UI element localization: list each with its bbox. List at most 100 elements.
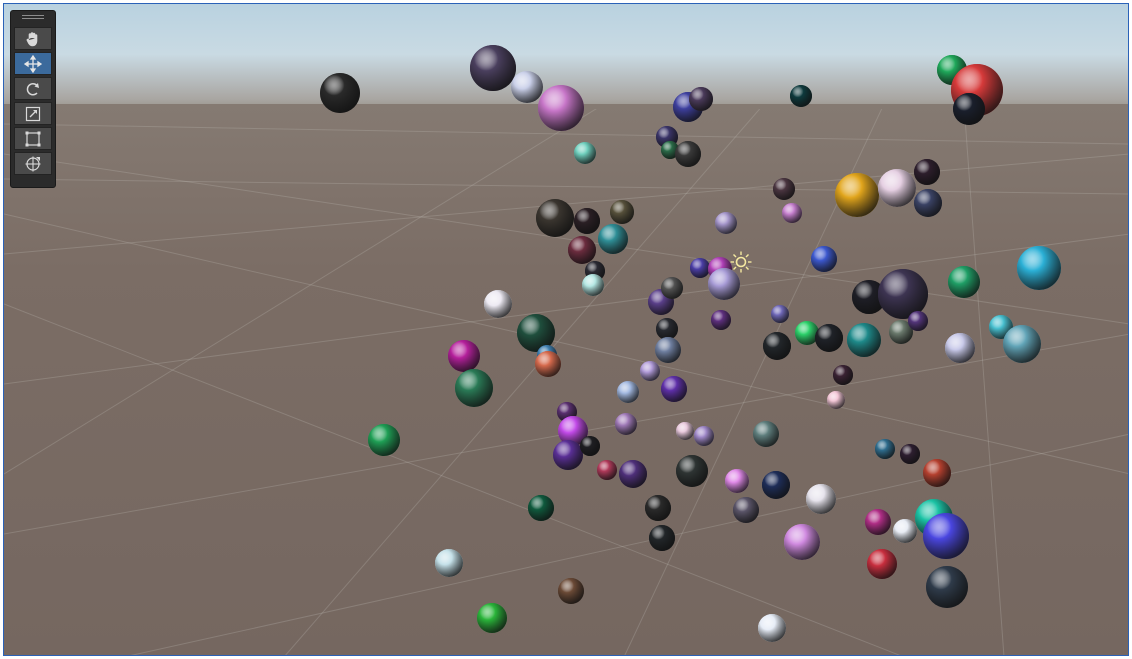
sphere-object[interactable] [782,203,802,223]
sphere-object[interactable] [484,290,512,318]
sphere-object[interactable] [835,173,879,217]
sphere-object[interactable] [763,332,791,360]
sphere-object[interactable] [833,365,853,385]
sphere-object[interactable] [878,169,916,207]
rect-tool-button[interactable] [14,127,52,150]
sphere-object[interactable] [923,459,951,487]
toolbar-drag-handle[interactable] [22,15,44,22]
sphere-object[interactable] [867,549,897,579]
sphere-object[interactable] [708,268,740,300]
sphere-object[interactable] [690,258,710,278]
sphere-object[interactable] [784,524,820,560]
sphere-object[interactable] [733,497,759,523]
sphere-object[interactable] [553,440,583,470]
sphere-object[interactable] [536,199,574,237]
sphere-object[interactable] [762,471,790,499]
sphere-object[interactable] [617,381,639,403]
sphere-object[interactable] [619,460,647,488]
sphere-object[interactable] [640,361,660,381]
sphere-object[interactable] [875,439,895,459]
sphere-object[interactable] [878,269,928,319]
sphere-object[interactable] [435,549,463,577]
sphere-object[interactable] [645,495,671,521]
sphere-object[interactable] [948,266,980,298]
scale-tool-button[interactable] [14,102,52,125]
sphere-object[interactable] [511,71,543,103]
rotate-tool-button[interactable] [14,77,52,100]
grid-line [4,303,901,655]
sphere-object[interactable] [790,85,812,107]
sphere-object[interactable] [953,93,985,125]
sphere-object[interactable] [574,142,596,164]
sphere-object[interactable] [852,280,886,314]
sphere-object[interactable] [827,391,845,409]
sphere-object[interactable] [758,614,786,642]
sphere-object[interactable] [715,212,737,234]
sphere-object[interactable] [694,426,714,446]
sphere-object[interactable] [320,73,360,113]
sphere-object[interactable] [806,484,836,514]
sphere-object[interactable] [615,413,637,435]
sphere-object[interactable] [945,333,975,363]
sphere-object[interactable] [753,421,779,447]
scene-viewport[interactable] [4,4,1129,656]
sphere-object[interactable] [558,578,584,604]
sphere-object[interactable] [598,224,628,254]
tools-toolbar [10,10,56,188]
sphere-object[interactable] [661,376,687,402]
sphere-object[interactable] [675,141,701,167]
sphere-object[interactable] [558,416,588,446]
sphere-object[interactable] [725,469,749,493]
sphere-object[interactable] [847,323,881,357]
sphere-object[interactable] [528,495,554,521]
sphere-object[interactable] [538,85,584,131]
sphere-object[interactable] [470,45,516,91]
sphere-object[interactable] [582,274,604,296]
grid-line [4,178,1128,195]
directional-light-sun-icon[interactable] [729,250,753,274]
sphere-object[interactable] [711,310,731,330]
sphere-object[interactable] [865,509,891,535]
transform-tool-button[interactable] [14,152,52,175]
sphere-object[interactable] [597,460,617,480]
sphere-object[interactable] [1003,325,1041,363]
sphere-object[interactable] [568,236,596,264]
sphere-object[interactable] [900,444,920,464]
grid-line [4,153,1128,325]
sphere-object[interactable] [580,436,600,456]
grid-line [4,109,597,475]
sphere-object[interactable] [689,87,713,111]
sphere-object[interactable] [574,208,600,234]
sphere-object[interactable] [889,320,913,344]
sphere-object[interactable] [517,314,555,352]
sphere-object[interactable] [655,337,681,363]
sphere-object[interactable] [368,424,400,456]
sphere-object[interactable] [926,566,968,608]
sphere-object[interactable] [649,525,675,551]
sphere-object[interactable] [908,311,928,331]
sphere-object[interactable] [676,455,708,487]
move-tool-button[interactable] [14,52,52,75]
sphere-object[interactable] [811,246,837,272]
sphere-object[interactable] [815,324,843,352]
sphere-object[interactable] [610,200,634,224]
sphere-object[interactable] [893,519,917,543]
sphere-object[interactable] [676,422,694,440]
grid-line [4,233,1128,385]
sphere-object[interactable] [535,351,561,377]
sphere-object[interactable] [656,318,678,340]
sphere-object[interactable] [923,513,969,559]
sphere-object[interactable] [661,277,683,299]
sphere-object[interactable] [795,321,819,345]
sphere-object[interactable] [455,369,493,407]
sphere-object[interactable] [1017,246,1061,290]
sphere-object[interactable] [771,305,789,323]
hand-tool-button[interactable] [14,27,52,50]
sphere-object[interactable] [914,189,942,217]
sphere-object[interactable] [448,340,480,372]
sphere-object[interactable] [914,159,940,185]
sphere-object[interactable] [773,178,795,200]
grid-line [285,109,761,655]
sphere-object[interactable] [477,603,507,633]
sphere-object[interactable] [661,141,679,159]
